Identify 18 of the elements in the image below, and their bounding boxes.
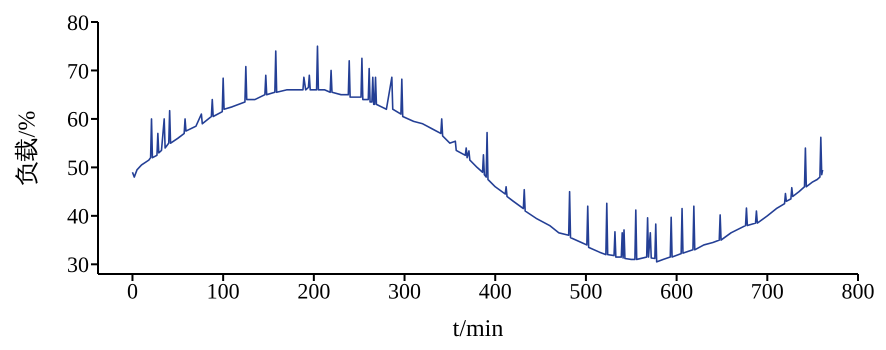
y-tick-label: 40 — [67, 204, 89, 229]
y-axis-title: 负载/% — [14, 110, 41, 186]
y-tick-label: 60 — [67, 106, 89, 132]
x-tick-label: 0 — [126, 278, 138, 304]
y-tick-label: 70 — [67, 58, 89, 84]
x-axis-title: t/min — [452, 316, 504, 342]
x-tick-label: 300 — [388, 278, 422, 304]
y-tick-label: 50 — [67, 155, 89, 180]
x-tick-label: 800 — [842, 278, 874, 304]
x-tick-label: 100 — [206, 278, 240, 304]
y-tick-label: 30 — [67, 252, 89, 278]
y-tick-label: 80 — [67, 10, 89, 35]
line-series — [132, 45, 824, 263]
x-tick-label: 200 — [297, 278, 330, 304]
x-tick-label: 700 — [750, 278, 784, 304]
x-tick-label: 600 — [660, 278, 694, 304]
x-tick-label: 400 — [478, 278, 512, 304]
x-tick-label: 500 — [569, 278, 602, 304]
